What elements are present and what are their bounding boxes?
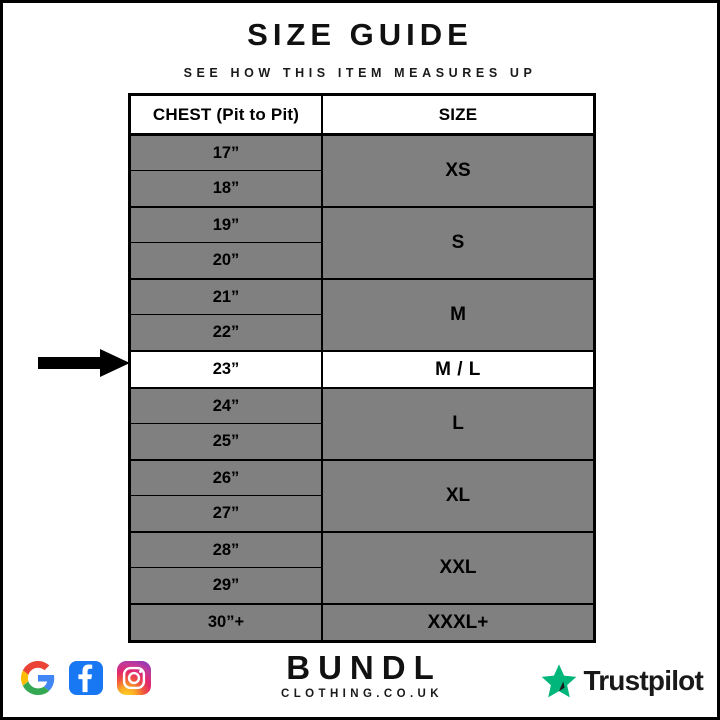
- table-row-group[interactable]: 30”+ XXXL+: [131, 605, 593, 640]
- chest-value: 19”: [131, 208, 321, 243]
- table-row-group[interactable]: 24” 25” L: [131, 389, 593, 461]
- brand-block: BUNDL CLOTHING.CO.UK: [3, 643, 717, 700]
- table-row-group[interactable]: 17” 18” XS: [131, 136, 593, 208]
- size-value: M: [450, 304, 466, 325]
- column-header-chest: CHEST (Pit to Pit): [131, 96, 323, 133]
- trustpilot-star-icon: [542, 664, 577, 698]
- arrow-right-icon: [38, 349, 130, 377]
- table-row-group[interactable]: 26” 27” XL: [131, 461, 593, 533]
- page-title: SIZE GUIDE: [247, 17, 473, 52]
- instagram-icon[interactable]: [117, 661, 151, 695]
- chest-value: 18”: [212, 179, 240, 197]
- column-header-size: SIZE: [438, 104, 478, 124]
- table-row-group[interactable]: 28” 29” XXL: [131, 533, 593, 605]
- chest-column: 17” 18”: [131, 136, 323, 206]
- size-value: XL: [445, 485, 471, 506]
- brand-domain: CLOTHING.CO.UK: [281, 687, 443, 700]
- size-value: XXXL+: [427, 611, 489, 633]
- chest-column: 21” 22”: [131, 280, 323, 350]
- size-value: S: [451, 232, 465, 253]
- chest-value: 21”: [131, 280, 321, 315]
- chest-value: 22”: [212, 323, 240, 341]
- chest-value: 24”: [131, 389, 321, 424]
- size-table: CHEST (Pit to Pit) SIZE 17” 18” XS 19” 2…: [128, 93, 596, 643]
- chest-column: 23”: [131, 352, 323, 387]
- chest-value: 20”: [212, 251, 240, 269]
- chest-column: 26” 27”: [131, 461, 323, 531]
- chest-column: 28” 29”: [131, 533, 323, 603]
- size-value-highlighted: M / L: [435, 358, 481, 380]
- chest-value-highlighted: 23”: [212, 360, 240, 378]
- chest-column: 19” 20”: [131, 208, 323, 278]
- chest-value: 29”: [212, 576, 240, 594]
- chest-column: 24” 25”: [131, 389, 323, 459]
- chest-value: 30”+: [207, 613, 245, 631]
- trustpilot-badge[interactable]: Trustpilot: [540, 662, 704, 700]
- facebook-icon[interactable]: [69, 661, 103, 695]
- table-row-group[interactable]: 19” 20” S: [131, 208, 593, 280]
- chest-value: 28”: [131, 533, 321, 568]
- size-value: XXL: [439, 557, 477, 578]
- table-header-row: CHEST (Pit to Pit) SIZE: [131, 96, 593, 136]
- chest-value: 25”: [212, 432, 240, 450]
- table-row-group-highlighted[interactable]: 23” M / L: [131, 352, 593, 389]
- trustpilot-label: Trustpilot: [583, 665, 703, 696]
- chest-value: 26”: [131, 461, 321, 496]
- chest-value: 27”: [212, 504, 240, 522]
- chest-value: 17”: [131, 136, 321, 171]
- chest-column: 30”+: [131, 605, 323, 640]
- table-row-group[interactable]: 21” 22” M: [131, 280, 593, 352]
- google-icon[interactable]: [21, 661, 55, 695]
- brand-name: BUNDL: [286, 649, 442, 686]
- size-value: L: [452, 413, 464, 434]
- footer: BUNDL CLOTHING.CO.UK Trustpilot: [3, 643, 717, 717]
- size-value: XS: [445, 160, 471, 181]
- page-subtitle: SEE HOW THIS ITEM MEASURES UP: [183, 65, 537, 80]
- social-icons: [21, 661, 151, 695]
- header: SIZE GUIDE SEE HOW THIS ITEM MEASURES UP: [3, 17, 717, 80]
